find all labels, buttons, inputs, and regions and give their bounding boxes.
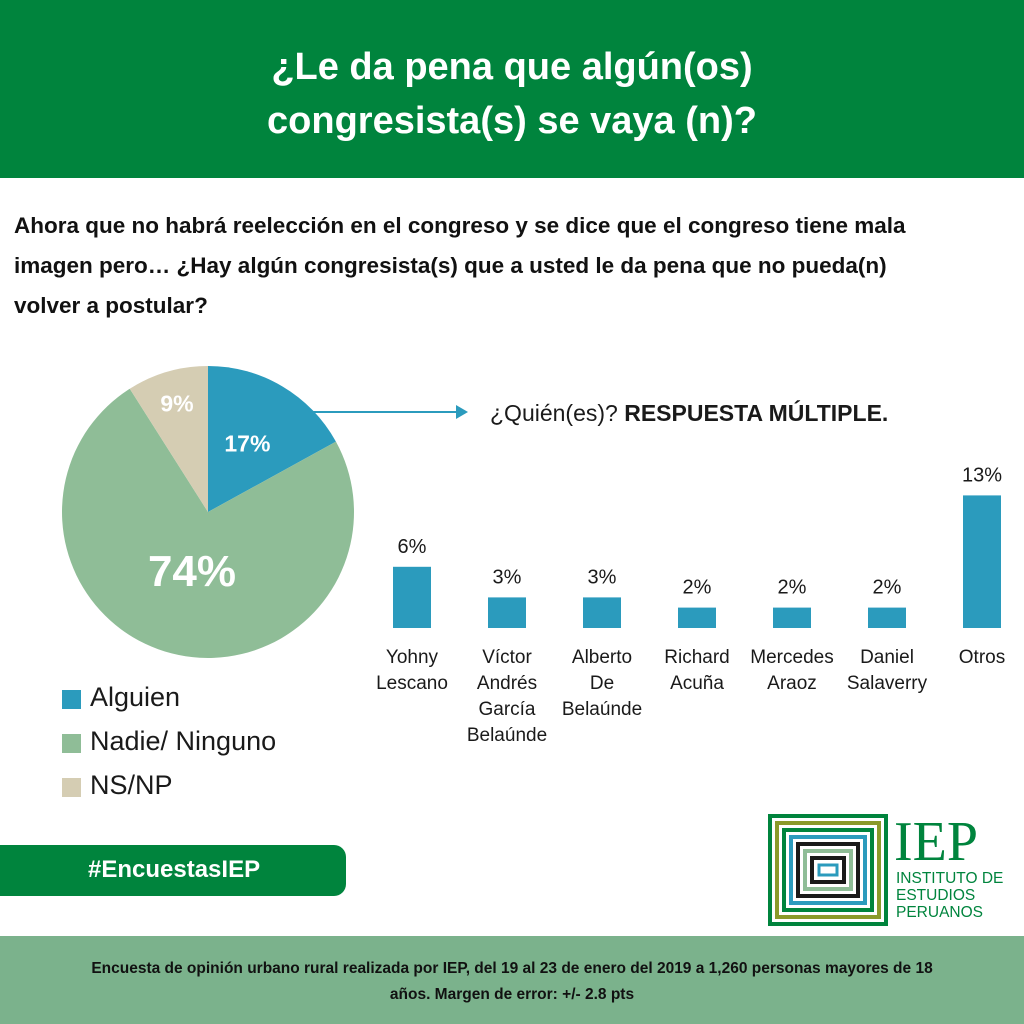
- subtitle-bold: RESPUESTA MÚLTIPLE.: [624, 399, 888, 426]
- footer-line2: años. Margen de error: +/- 2.8 pts: [389, 986, 635, 1003]
- bar-value-label-0: 6%: [398, 536, 427, 558]
- bar-category-label-6: Otros: [959, 647, 1005, 668]
- pie-label-alguien: 17%: [224, 430, 270, 456]
- bar-2: [583, 597, 621, 628]
- hashtag-text: #EncuestasIEP: [88, 856, 261, 883]
- pie-slice-alguien: [208, 366, 336, 512]
- bar-1: [488, 597, 526, 628]
- iep-logo: IEP INSTITUTO DE ESTUDIOS PERUANOS: [768, 814, 1018, 926]
- logo-name: INSTITUTO DE ESTUDIOS PERUANOS: [896, 870, 1003, 921]
- question-line3: volver a postular?: [14, 293, 208, 318]
- logo-name-line3: PERUANOS: [896, 904, 983, 921]
- footer-note: Encuesta de opinión urbano rural realiza…: [0, 936, 1024, 1024]
- page-title-line2: congresista(s) se vaya (n)?: [267, 100, 757, 142]
- question-line1: Ahora que no habrá reelección en el cong…: [14, 213, 906, 238]
- bar-4: [773, 607, 811, 628]
- bar-category-label-3: Richard Acuña: [664, 647, 729, 694]
- bar-chart-subtitle: ¿Quién(es)? RESPUESTA MÚLTIPLE.: [490, 399, 888, 426]
- pie-label-ns-np: 9%: [160, 390, 193, 416]
- bar-category-label-1: Víctor Andrés García Belaúnde: [467, 647, 547, 746]
- pie-chart: 17% 74% 9%: [62, 366, 355, 659]
- bar-0: [393, 566, 431, 628]
- bar-6: [963, 495, 1001, 628]
- iep-logo-emblem: [768, 814, 888, 926]
- logo-acronym: IEP: [894, 811, 978, 873]
- legend-label-nsnp: NS/NP: [90, 770, 173, 800]
- bar-category-label-0: Yohny Lescano: [376, 647, 448, 694]
- hashtag-banner: #EncuestasIEP: [0, 845, 346, 896]
- bar-chart: 6% Yohny Lescano 3% Víctor Andrés García Belaún…: [376, 464, 1005, 746]
- header-banner: ¿Le da pena que algún(os) congresista(s)…: [0, 0, 1024, 178]
- legend-label-alguien: Alguien: [90, 682, 181, 712]
- bar-3: [678, 607, 716, 628]
- pie-to-bars-arrow: [312, 405, 468, 419]
- legend-swatch-nsnp: [62, 778, 81, 797]
- legend-label-nadie: Nadie/ Ninguno: [90, 726, 277, 756]
- bar-value-label-5: 2%: [873, 577, 902, 599]
- bar-category-label-5: Daniel Salaverry: [847, 647, 928, 694]
- bar-value-label-6: 13%: [962, 464, 1002, 486]
- logo-name-line1: INSTITUTO DE: [896, 870, 1004, 887]
- legend-swatch-alguien: [62, 690, 81, 709]
- logo-name-line2: ESTUDIOS: [896, 887, 976, 904]
- bar-value-label-4: 2%: [778, 577, 807, 599]
- question-line2: imagen pero… ¿Hay algún congresista(s) q…: [14, 253, 887, 278]
- footer-line1: Encuesta de opinión urbano rural realiza…: [91, 960, 933, 977]
- bar-value-label-1: 3%: [493, 566, 522, 588]
- bar-value-label-3: 2%: [683, 577, 712, 599]
- pie-slice-ns-np: [129, 366, 208, 512]
- legend-swatch-nadie: [62, 734, 81, 753]
- bar-5: [868, 607, 906, 628]
- pie-slice-nadie-ninguno: [62, 388, 355, 659]
- pie-label-nadie-ninguno: 74%: [148, 547, 236, 596]
- bar-category-label-2: Alberto De Belaúnde: [562, 647, 642, 720]
- survey-question: Ahora que no habrá reelección en el cong…: [14, 206, 1004, 326]
- subtitle-prefix: ¿Quién(es)?: [490, 400, 624, 426]
- bar-category-label-4: Mercedes Araoz: [750, 647, 833, 694]
- page-title-line1: ¿Le da pena que algún(os): [271, 46, 753, 88]
- bar-value-label-2: 3%: [588, 566, 617, 588]
